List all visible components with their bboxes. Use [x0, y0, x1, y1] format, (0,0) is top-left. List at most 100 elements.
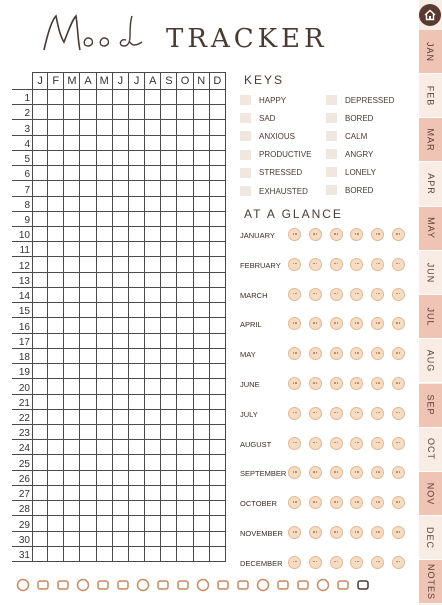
tab-feb[interactable]: FEB — [419, 74, 442, 119]
mood-cell[interactable] — [48, 409, 65, 425]
mood-cell[interactable] — [177, 196, 194, 212]
mood-cell[interactable] — [48, 257, 65, 273]
mood-cell[interactable] — [32, 135, 49, 151]
mood-cell[interactable] — [128, 105, 146, 121]
mood-cell[interactable] — [96, 105, 113, 121]
mood-cell[interactable] — [64, 364, 81, 380]
mood-cell[interactable] — [112, 546, 129, 562]
mood-cell[interactable] — [128, 485, 146, 502]
mood-cell[interactable] — [80, 501, 97, 517]
mood-cell[interactable] — [161, 90, 178, 106]
mood-cell[interactable] — [193, 409, 210, 425]
mood-cell[interactable] — [209, 90, 226, 106]
mood-cell[interactable] — [64, 181, 81, 197]
mood-cell[interactable] — [48, 424, 65, 441]
mood-cell[interactable] — [48, 394, 65, 410]
mood-face-icon[interactable] — [329, 228, 343, 241]
mood-cell[interactable] — [80, 242, 97, 258]
mood-face-icon[interactable] — [288, 555, 301, 569]
mood-face-icon[interactable] — [329, 526, 343, 539]
mood-cell[interactable] — [128, 211, 146, 228]
mood-cell[interactable] — [193, 257, 210, 273]
mood-cell[interactable] — [80, 196, 97, 212]
mood-cell[interactable] — [128, 516, 146, 532]
mood-cell[interactable] — [96, 440, 113, 456]
mood-cell[interactable] — [80, 379, 97, 395]
mood-cell[interactable] — [161, 531, 178, 547]
mood-cell[interactable] — [145, 272, 162, 288]
mood-face-icon[interactable] — [288, 317, 301, 331]
mood-cell[interactable] — [193, 211, 210, 228]
mood-cell[interactable] — [96, 379, 113, 395]
mood-cell[interactable] — [112, 516, 129, 532]
mood-cell[interactable] — [48, 348, 65, 365]
mood-cell[interactable] — [145, 333, 162, 349]
mood-cell[interactable] — [80, 348, 97, 365]
mood-cell[interactable] — [128, 546, 146, 562]
mood-cell[interactable] — [96, 211, 113, 228]
mood-cell[interactable] — [64, 105, 81, 121]
mood-face-icon[interactable] — [288, 347, 301, 361]
mood-cell[interactable] — [161, 455, 178, 471]
mood-cell[interactable] — [145, 379, 162, 395]
mood-cell[interactable] — [128, 303, 146, 319]
tab-notes[interactable]: NOTES — [419, 560, 442, 605]
mood-cell[interactable] — [145, 424, 162, 441]
mood-face-icon[interactable] — [288, 257, 301, 271]
briefcase-icon[interactable] — [116, 578, 130, 592]
mood-cell[interactable] — [161, 364, 178, 380]
mood-face-icon[interactable] — [350, 257, 364, 271]
mood-cell[interactable] — [48, 120, 65, 136]
mood-cell[interactable] — [193, 120, 210, 136]
mood-cell[interactable] — [112, 501, 129, 517]
mood-cell[interactable] — [209, 364, 226, 380]
mood-cell[interactable] — [96, 318, 113, 334]
mood-cell[interactable] — [112, 196, 129, 212]
mood-cell[interactable] — [112, 485, 129, 502]
mood-face-icon[interactable] — [391, 377, 405, 390]
mood-cell[interactable] — [193, 516, 210, 532]
mood-cell[interactable] — [48, 272, 65, 288]
mood-face-icon[interactable] — [391, 257, 405, 271]
mood-cell[interactable] — [177, 516, 194, 532]
mood-cell[interactable] — [48, 105, 65, 121]
mood-cell[interactable] — [64, 516, 81, 532]
mood-cell[interactable] — [145, 440, 162, 456]
mood-cell[interactable] — [193, 272, 210, 288]
mood-cell[interactable] — [80, 516, 97, 532]
mood-cell[interactable] — [48, 181, 65, 197]
mood-cell[interactable] — [80, 150, 97, 167]
mood-cell[interactable] — [161, 150, 178, 167]
mood-cell[interactable] — [128, 440, 146, 456]
mood-cell[interactable] — [80, 135, 97, 151]
mood-cell[interactable] — [161, 287, 178, 304]
mood-cell[interactable] — [145, 211, 162, 228]
mood-cell[interactable] — [80, 409, 97, 425]
mood-cell[interactable] — [145, 394, 162, 410]
mood-cell[interactable] — [48, 303, 65, 319]
mood-cell[interactable] — [48, 501, 65, 517]
mood-cell[interactable] — [128, 531, 146, 547]
mood-face-icon[interactable] — [350, 317, 364, 331]
mood-face-icon[interactable] — [288, 287, 301, 301]
mood-cell[interactable] — [64, 166, 81, 182]
mood-cell[interactable] — [80, 211, 97, 228]
goblet-icon[interactable] — [296, 578, 310, 592]
mood-cell[interactable] — [64, 394, 81, 410]
mood-cell[interactable] — [112, 409, 129, 425]
mood-cell[interactable] — [209, 242, 226, 258]
mood-face-icon[interactable] — [350, 347, 364, 361]
mood-cell[interactable] — [32, 287, 49, 304]
key-swatch[interactable] — [240, 95, 251, 105]
mood-cell[interactable] — [209, 379, 226, 395]
mood-cell[interactable] — [32, 516, 49, 532]
mood-cell[interactable] — [96, 150, 113, 167]
mood-cell[interactable] — [112, 211, 129, 228]
mood-cell[interactable] — [112, 227, 129, 243]
mood-cell[interactable] — [32, 257, 49, 273]
mood-cell[interactable] — [128, 90, 146, 106]
mood-cell[interactable] — [177, 455, 194, 471]
key-swatch[interactable] — [326, 167, 337, 177]
mood-cell[interactable] — [48, 287, 65, 304]
mood-cell[interactable] — [177, 211, 194, 228]
